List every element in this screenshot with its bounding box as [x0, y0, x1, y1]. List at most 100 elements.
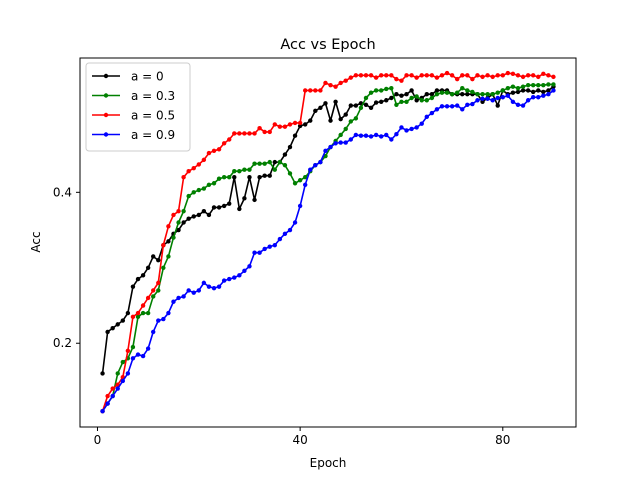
- data-point: [485, 92, 490, 97]
- data-point: [510, 71, 516, 77]
- data-point: [130, 284, 136, 289]
- data-point: [252, 131, 257, 136]
- data-point: [353, 103, 359, 108]
- data-point: [252, 161, 257, 166]
- data-point: [419, 73, 424, 78]
- data-point: [166, 239, 171, 244]
- data-point: [338, 80, 343, 86]
- data-point: [156, 280, 161, 286]
- data-point: [465, 88, 470, 93]
- data-point: [237, 168, 242, 174]
- data-point: [536, 82, 541, 88]
- data-point: [156, 288, 161, 293]
- data-point: [475, 92, 480, 97]
- data-point: [480, 92, 485, 97]
- data-point: [409, 95, 414, 101]
- data-point: [151, 288, 156, 293]
- data-point: [156, 318, 161, 323]
- x-axis: 0 40 80: [94, 427, 510, 447]
- data-point: [424, 73, 429, 78]
- data-point: [541, 71, 546, 77]
- data-point: [186, 288, 191, 293]
- data-point: [181, 208, 186, 214]
- data-point: [409, 73, 414, 78]
- data-point: [429, 110, 435, 116]
- data-point: [227, 175, 232, 180]
- data-point: [419, 98, 424, 103]
- data-point: [297, 123, 303, 129]
- data-point: [368, 134, 374, 139]
- data-point: [520, 103, 526, 108]
- data-point: [439, 90, 445, 95]
- legend-swatch-marker: [103, 73, 109, 79]
- legend: a = 0 a = 0.3 a = 0.5 a = 0.9: [85, 62, 191, 152]
- data-point: [257, 125, 262, 131]
- data-point: [145, 346, 151, 351]
- data-point: [186, 216, 191, 221]
- data-point: [166, 310, 171, 316]
- data-point: [247, 175, 252, 180]
- data-point: [525, 73, 531, 78]
- data-point: [348, 137, 353, 142]
- data-point: [100, 371, 105, 376]
- data-point: [495, 103, 500, 108]
- data-point: [191, 190, 196, 195]
- data-point: [176, 208, 181, 214]
- data-point: [247, 131, 252, 136]
- data-point: [181, 220, 186, 225]
- data-point: [409, 88, 414, 93]
- data-point: [166, 224, 171, 229]
- data-point: [480, 99, 485, 104]
- data-point: [439, 104, 445, 109]
- data-point: [343, 126, 348, 132]
- data-point: [115, 322, 120, 327]
- data-point: [115, 386, 120, 391]
- data-point: [120, 359, 126, 365]
- data-point: [515, 102, 521, 107]
- data-point: [237, 206, 242, 212]
- data-point: [277, 236, 283, 242]
- data-point: [292, 133, 298, 138]
- data-point: [551, 82, 556, 87]
- data-point: [394, 132, 399, 137]
- data-point: [399, 99, 404, 104]
- legend-label: a = 0.9: [131, 128, 175, 142]
- data-point: [323, 148, 328, 154]
- data-point: [551, 74, 556, 80]
- series-2: [100, 70, 556, 414]
- data-point: [379, 73, 384, 78]
- x-tick-label: 0: [94, 433, 102, 447]
- data-point: [272, 167, 277, 172]
- data-point: [546, 88, 551, 93]
- data-point: [490, 74, 495, 80]
- data-point: [328, 144, 333, 150]
- data-point: [414, 98, 419, 103]
- data-point: [186, 168, 191, 174]
- data-point: [404, 128, 409, 133]
- data-point: [449, 73, 455, 78]
- data-point: [414, 94, 419, 99]
- data-point: [262, 161, 267, 166]
- data-point: [277, 124, 283, 129]
- data-point: [424, 98, 429, 103]
- data-point: [424, 92, 429, 97]
- data-point: [110, 386, 115, 391]
- legend-label: a = 0.5: [131, 109, 175, 123]
- data-point: [470, 76, 475, 82]
- data-point: [520, 88, 526, 93]
- data-point: [287, 171, 293, 176]
- data-point: [221, 278, 227, 283]
- legend-swatch-marker: [103, 132, 109, 137]
- data-point: [485, 73, 490, 78]
- data-point: [368, 105, 374, 111]
- data-point: [384, 132, 389, 138]
- data-point: [353, 73, 359, 78]
- data-point: [373, 132, 379, 138]
- data-point: [135, 314, 141, 320]
- data-point: [196, 162, 202, 167]
- data-point: [551, 88, 556, 93]
- data-point: [267, 173, 272, 178]
- data-point: [262, 129, 267, 135]
- data-point: [414, 75, 419, 80]
- data-point: [358, 73, 364, 78]
